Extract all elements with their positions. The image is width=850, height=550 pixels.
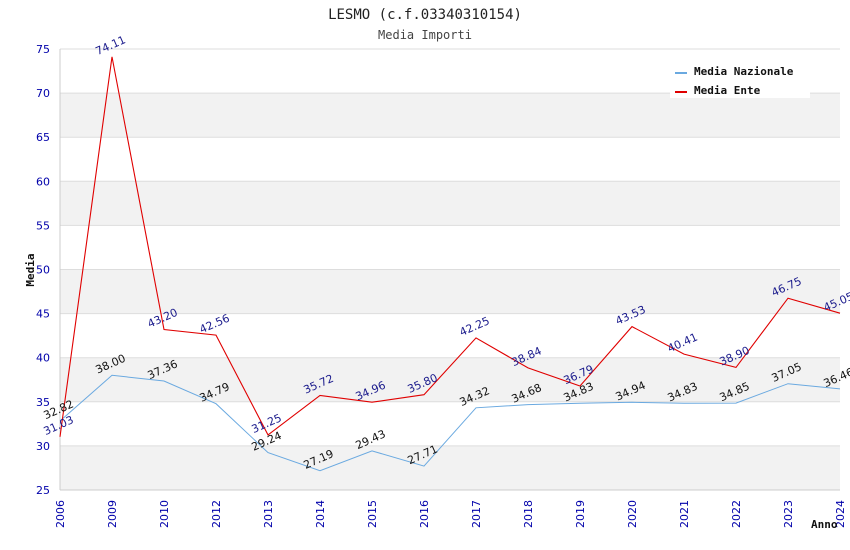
data-label-media-ente: 42.56 — [198, 312, 232, 337]
legend-label-media-nazionale: Media Nazionale — [694, 65, 794, 78]
y-axis-ticks: 25 30 35 40 45 50 55 60 65 70 75 — [36, 43, 50, 497]
data-label-media-ente: 40.41 — [666, 331, 700, 356]
series-line-media-ente — [59, 56, 841, 437]
plot-background-bands — [60, 93, 840, 490]
x-tick-label: 2017 — [470, 500, 483, 528]
chart-title: LESMO (c.f.03340310154) — [328, 7, 522, 23]
x-tick-label: 2015 — [366, 500, 379, 528]
legend-label-media-ente: Media Ente — [694, 84, 761, 97]
plot-band — [60, 269, 840, 314]
x-tick-label: 2022 — [730, 500, 743, 528]
x-tick-label: 2009 — [106, 500, 119, 528]
y-tick-label: 75 — [36, 43, 50, 56]
x-tick-label: 2020 — [626, 500, 639, 528]
y-tick-label: 35 — [36, 396, 50, 409]
y-tick-label: 55 — [36, 219, 50, 232]
y-tick-label: 30 — [36, 440, 50, 453]
plot-band — [60, 181, 840, 226]
legend-box — [670, 60, 810, 98]
x-tick-label: 2018 — [522, 500, 535, 528]
data-label-media-ente: 42.25 — [458, 314, 492, 339]
data-label-media-ente: 74.11 — [94, 33, 128, 58]
x-tick-label: 2023 — [782, 500, 795, 528]
x-tick-label: 2016 — [418, 500, 431, 528]
chart-subtitle: Media Importi — [378, 28, 472, 42]
legend: Media Nazionale Media Ente — [670, 60, 810, 98]
plot-band — [60, 357, 840, 402]
plot-band — [60, 93, 840, 138]
y-tick-label: 70 — [36, 87, 50, 100]
x-tick-label: 2010 — [158, 500, 171, 528]
y-tick-label: 50 — [36, 264, 50, 277]
x-tick-label: 2012 — [210, 500, 223, 528]
x-tick-label: 2013 — [262, 500, 275, 528]
y-axis-label: Media — [24, 253, 37, 286]
x-tick-label: 2024 — [834, 500, 847, 528]
y-tick-label: 65 — [36, 131, 50, 144]
y-tick-label: 25 — [36, 484, 50, 497]
plot-band — [60, 445, 840, 490]
y-tick-label: 45 — [36, 308, 50, 321]
x-axis-ticks: 2006 2009 2010 2012 2013 2014 2015 2016 2017 2018… — [54, 500, 847, 528]
x-tick-label: 2006 — [54, 500, 67, 528]
series-lines — [59, 56, 841, 472]
x-tick-label: 2021 — [678, 500, 691, 528]
x-axis-label: Anno — [811, 518, 838, 531]
x-tick-label: 2019 — [574, 500, 587, 528]
y-tick-label: 40 — [36, 352, 50, 365]
y-tick-label: 60 — [36, 175, 50, 188]
series-line-media-nazionale — [59, 374, 841, 472]
x-tick-label: 2014 — [314, 500, 327, 528]
